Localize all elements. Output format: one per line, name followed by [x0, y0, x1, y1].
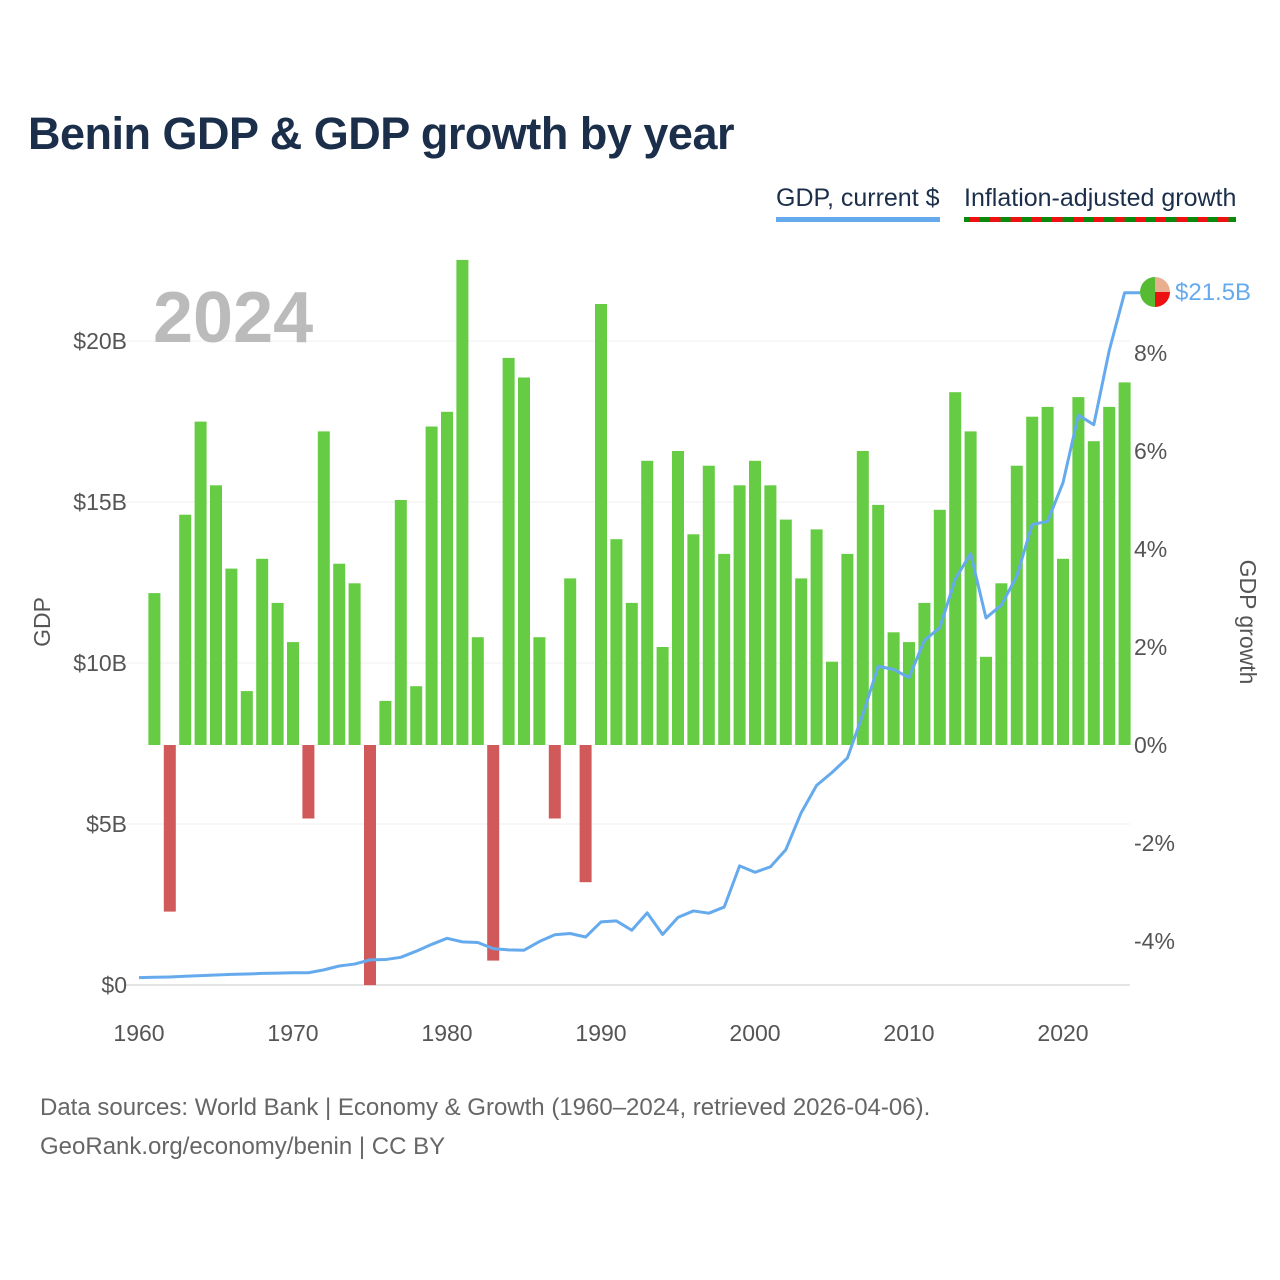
growth-bar-positive	[949, 392, 962, 745]
growth-bar-positive	[810, 529, 823, 745]
footer: Data sources: World Bank | Economy & Gro…	[40, 1088, 930, 1166]
x-tick-label: 2000	[729, 1020, 780, 1046]
pie-slice	[1140, 277, 1155, 307]
growth-bar-negative	[163, 745, 176, 912]
x-tick-label: 1990	[575, 1020, 626, 1046]
growth-bar-positive	[733, 485, 746, 745]
growth-bar-positive	[702, 465, 715, 745]
growth-bar-positive	[410, 686, 423, 745]
growth-bar-positive	[887, 632, 900, 745]
growth-bar-positive	[333, 563, 346, 745]
right-tick-label: 8%	[1134, 340, 1167, 366]
end-marker-icon	[1140, 277, 1170, 307]
growth-bar-positive	[1118, 382, 1131, 745]
growth-bar-positive	[856, 451, 869, 745]
growth-bar-positive	[872, 504, 885, 745]
growth-bar-negative	[364, 745, 376, 986]
growth-bar-positive	[964, 431, 977, 745]
growth-bar-positive	[471, 637, 484, 745]
pie-slice	[1155, 277, 1170, 292]
growth-bar-positive	[687, 534, 700, 745]
growth-bar-positive	[718, 553, 731, 745]
growth-bar-positive	[394, 500, 407, 745]
growth-bar-positive	[625, 602, 638, 745]
x-tick-label: 1980	[421, 1020, 472, 1046]
growth-bar-positive	[1087, 441, 1100, 745]
growth-bar-negative	[302, 745, 315, 819]
growth-bar-positive	[610, 539, 623, 745]
growth-bar-positive	[672, 451, 684, 745]
growth-bar-positive	[749, 460, 761, 745]
growth-bar-positive	[764, 485, 777, 745]
growth-bar-positive	[795, 578, 808, 745]
growth-bar-positive	[194, 421, 207, 745]
end-value-label: $21.5B	[1175, 279, 1251, 306]
growth-bar-positive	[256, 558, 269, 745]
x-tick-label: 2010	[883, 1020, 934, 1046]
growth-bar-positive	[595, 304, 607, 745]
left-tick-label: $0	[101, 972, 127, 998]
growth-bar-negative	[548, 745, 561, 819]
current-year-label: 2024	[153, 278, 313, 358]
growth-bar-positive	[271, 602, 284, 745]
right-tick-label: -2%	[1134, 830, 1175, 856]
growth-bar-positive	[641, 460, 654, 745]
growth-bar-positive	[240, 691, 253, 745]
right-axis-label: GDP growth	[1235, 560, 1261, 685]
growth-bar-positive	[456, 259, 469, 745]
right-tick-label: 4%	[1134, 536, 1167, 562]
left-axis-label: GDP	[29, 597, 55, 647]
data-source-note: Data sources: World Bank | Economy & Gro…	[40, 1094, 931, 1121]
growth-bar-positive	[995, 583, 1008, 745]
x-tick-label: 1970	[267, 1020, 318, 1046]
growth-bar-negative	[487, 745, 500, 961]
growth-bar-positive	[564, 578, 577, 745]
growth-bar-positive	[210, 485, 222, 745]
growth-bar-positive	[533, 637, 546, 745]
growth-bar-positive	[1057, 558, 1069, 745]
growth-bar-positive	[348, 583, 361, 745]
right-tick-label: 0%	[1134, 732, 1167, 758]
growth-bar-positive	[903, 642, 915, 745]
growth-bar-positive	[287, 642, 299, 745]
source-link[interactable]: GeoRank.org/economy/benin | CC BY	[40, 1133, 446, 1160]
pie-slice	[1155, 292, 1170, 307]
right-tick-label: 6%	[1134, 438, 1167, 464]
gdp-line	[138, 291, 1140, 980]
growth-bar-positive	[1010, 465, 1023, 745]
growth-bar-positive	[1041, 406, 1054, 745]
chart-title: Benin GDP & GDP growth by year	[28, 108, 735, 159]
growth-bar-negative	[579, 745, 592, 883]
x-tick-label: 1960	[113, 1020, 164, 1046]
legend-growth[interactable]: Inflation-adjusted growth	[964, 184, 1237, 222]
left-tick-label: $20B	[73, 328, 127, 354]
growth-bar-positive	[779, 519, 792, 745]
right-tick-label: -4%	[1134, 928, 1175, 954]
growth-bar-positive	[379, 700, 392, 745]
growth-bar-positive	[148, 593, 161, 745]
growth-bar-positive	[656, 647, 669, 745]
left-tick-label: $10B	[73, 650, 127, 676]
growth-bar-positive	[317, 431, 330, 745]
growth-bar-positive	[918, 602, 931, 745]
growth-bar-positive	[502, 357, 515, 745]
growth-bar-positive	[1072, 397, 1085, 745]
growth-bar-positive	[518, 377, 530, 745]
growth-bar-positive	[841, 553, 854, 745]
growth-bar-positive	[826, 661, 838, 745]
growth-bar-positive	[179, 514, 192, 745]
growth-bar-positive	[425, 426, 438, 745]
growth-bar-positive	[441, 411, 453, 745]
growth-bar-positive	[225, 568, 238, 745]
left-tick-label: $5B	[86, 811, 127, 837]
right-tick-label: 2%	[1134, 634, 1167, 660]
left-tick-label: $15B	[73, 489, 127, 515]
x-tick-label: 2020	[1037, 1020, 1088, 1046]
growth-bar-positive	[1026, 416, 1039, 745]
legend-gdp[interactable]: GDP, current $	[776, 184, 940, 222]
growth-bar-positive	[980, 656, 992, 745]
growth-bar-positive	[1103, 406, 1116, 745]
